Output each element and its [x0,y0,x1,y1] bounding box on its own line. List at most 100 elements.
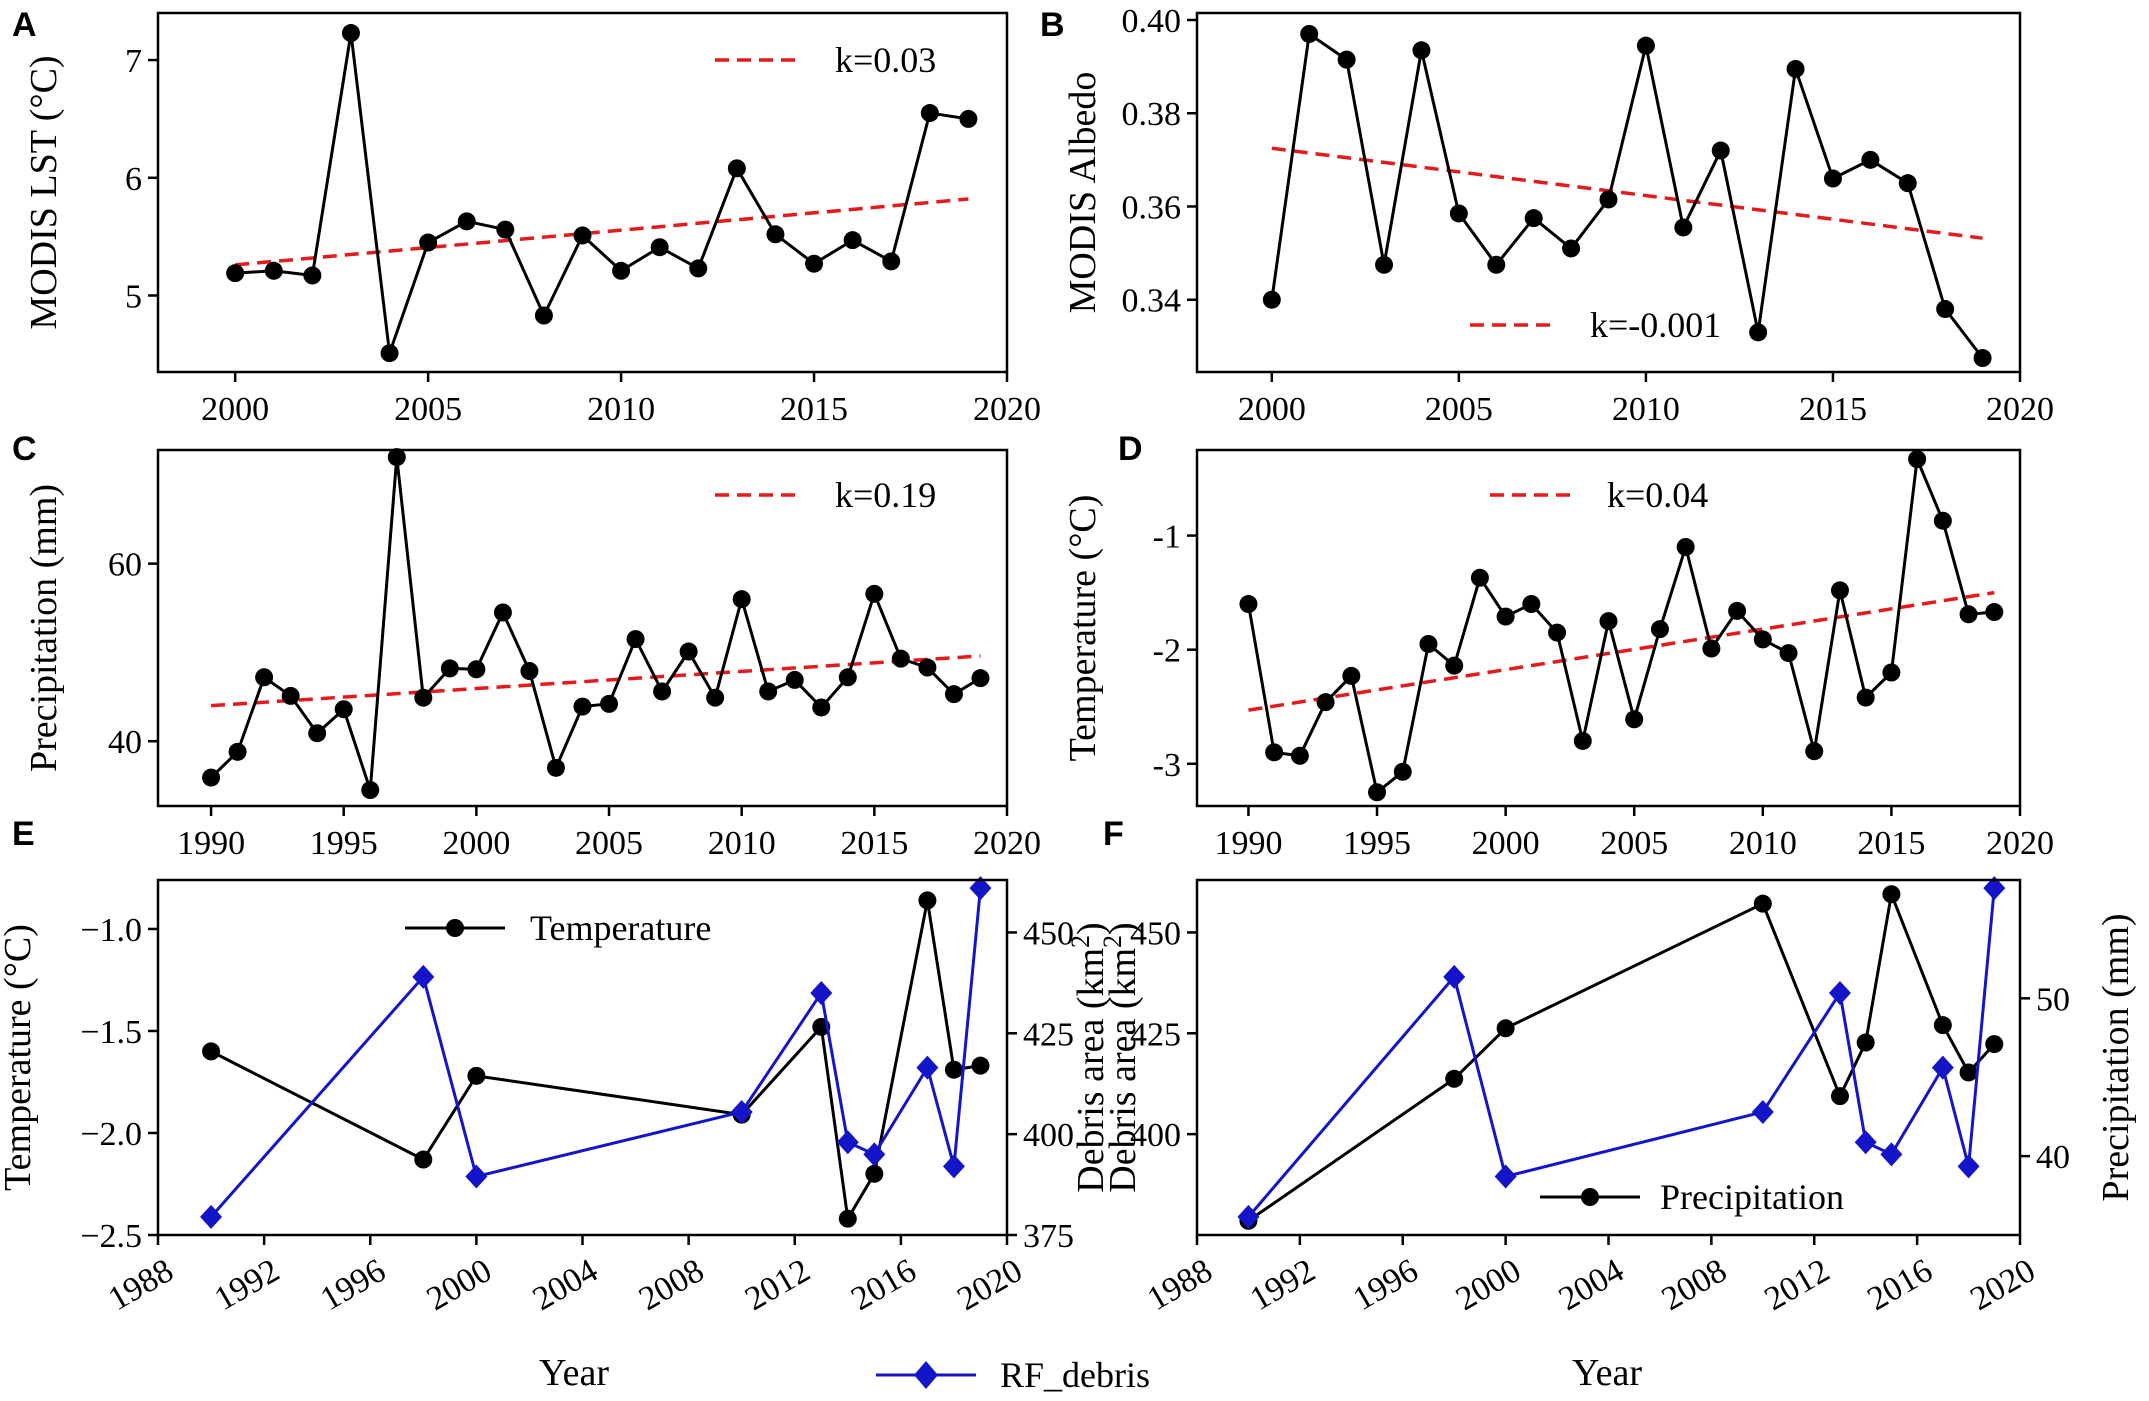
panel-e-ytick-label-3: −1.0 [80,912,142,949]
panel-e-temperature-point-2015 [865,1164,884,1183]
panel-f-precipitation-point-2013 [1830,1087,1849,1106]
km-close-paren: ) [1102,922,1144,935]
panel-d-point-2019 [1985,603,2004,622]
panel-e-rf-debris-point-2018 [942,1154,965,1179]
panel-a-point-2016 [843,231,862,250]
panel-e-legend-label: Temperature [530,908,711,948]
panel-a-point-2010 [612,261,631,280]
panel-f-rf-debris-point-2019 [1983,876,2006,901]
panel-d-point-2004 [1599,612,1618,631]
panel-d-point-1999 [1470,568,1489,587]
panel-d-point-2003 [1573,731,1592,750]
panel-f-ytick-right-label-1: 50 [2036,981,2070,1018]
km-superscript: 2 [1066,935,1095,948]
panel-b-point-2013 [1749,323,1768,342]
panel-e-rf-debris-line [209,887,982,1218]
series-layer [200,24,2006,1230]
panel-b-point-2009 [1599,190,1618,209]
panel-e-temperature-point-1990 [202,1042,221,1061]
panel-c-point-2014 [838,668,857,687]
km-superscript: 2 [1098,935,1127,948]
panel-f-ytick-right-label-0: 40 [2036,1139,2070,1176]
panel-e-xtick-label-1996: 1996 [314,1252,391,1318]
panel-f-rf-debris-point-2000 [1494,1164,1517,1189]
panel-c-point-2004 [573,697,592,716]
panel-d-point-1995 [1368,783,1387,802]
panel-c-ylabel: Precipitation (mm) [23,484,65,772]
km-close-paren: ) [1070,922,1112,935]
panel-d-ytick-label-2: -1 [1153,519,1181,556]
panel-b-letter: B [1040,6,1065,44]
panel-a-xtick-label-2015: 2015 [780,391,848,428]
panel-b-frame [1195,11,2022,374]
panel-e-rf-debris-point-1998 [412,964,435,989]
panel-d-point-1991 [1265,743,1284,762]
panel-a-ylabel: MODIS LST (°C) [23,55,65,329]
panel-b-point-2002 [1337,50,1356,69]
panel-f-xtick-label-2008: 2008 [1656,1252,1733,1318]
panel-f-ylabel: Debris area (km2) [1098,922,1144,1192]
text-layer: A 2000 2005 2010 2015 2020 5 6 7 MODIS LST (°C) k=… [0,3,2137,1318]
panel-d-point-2018 [1959,605,1978,624]
panel-f-rf-debris-point-1998 [1443,964,1466,989]
panel-d-point-1994 [1342,666,1361,685]
panel-c-point-1997 [387,448,406,467]
panel-a-point-2001 [264,261,283,280]
panel-c-xtick-label-2020: 2020 [973,825,1041,862]
panel-d-point-2012 [1805,742,1824,761]
panel-e-rf-debris-point-2017 [916,1055,939,1080]
panel-f-xtick-label-1988: 1988 [1141,1252,1218,1318]
panel-b-point-2010 [1636,36,1655,55]
x-axis-label-left: Year [539,1352,609,1394]
panel-b-xtick-label-2015: 2015 [1799,391,1867,428]
panel-f-precipitation-point-2015 [1882,885,1901,904]
panel-d-point-1992 [1290,746,1309,765]
panel-c-point-1994 [308,724,327,743]
panel-e-temperature-point-2000 [467,1066,486,1085]
panel-c-point-1992 [255,668,274,687]
panel-b-point-2001 [1300,24,1319,43]
panel-c-point-2001 [493,603,512,622]
panel-c-point-2018 [944,685,963,704]
panel-e-ylabel-right: Debris area (km2) [1066,922,1112,1192]
panel-b-point-2011 [1674,218,1693,237]
panel-c-point-2015 [865,584,884,603]
panel-c-point-2008 [679,642,698,661]
panel-f-ytick-label-0: 400 [1130,1117,1181,1154]
panel-a-xtick-label-2020: 2020 [973,391,1041,428]
panel-d-frame [1195,448,2022,808]
panel-c-point-2012 [785,670,804,689]
panel-b-point-2015 [1823,169,1842,188]
panel-c-point-2011 [759,682,778,701]
panel-e-rf-debris-point-2010 [730,1099,753,1124]
panel-c-point-2005 [600,694,619,713]
panel-c-point-2002 [520,662,539,681]
panel-c-point-2000 [467,660,486,679]
panel-d-point-2011 [1779,644,1798,663]
panel-e-rf-debris-point-1990 [200,1204,223,1229]
panel-a-point-2019 [959,109,978,128]
panel-b-ytick-label-3: 0.40 [1122,3,1182,40]
panel-f-letter: F [1103,815,1124,853]
panel-c-point-1990 [202,768,221,787]
rf-debris-legend: RF_debris [876,1355,1150,1395]
panel-d-point-1997 [1419,634,1438,653]
panel-d-point-1998 [1445,656,1464,675]
panel-a-point-2008 [534,306,553,325]
panel-b-ytick-label-0: 0.34 [1122,283,1182,320]
panel-f-ylabel-right: Precipitation (mm) [2095,913,2137,1201]
panel-d-trend-legend-label: k=0.04 [1607,475,1708,515]
panel-e-rf-debris-point-2014 [836,1130,859,1155]
panel-c-point-2017 [918,658,937,677]
panel-c-xtick-label-2005: 2005 [575,825,643,862]
panel-a-point-2000 [226,264,245,283]
panel-d-point-2017 [1933,511,1952,530]
panel-d-point-2010 [1753,630,1772,649]
panel-c-point-1995 [334,700,353,719]
panel-c-xtick-label-2000: 2000 [442,825,510,862]
panel-f-xtick-label-1996: 1996 [1347,1252,1424,1318]
panel-a-series-line [235,32,969,354]
x-axis-label-right: Year [1572,1352,1642,1394]
panel-f-xtick-label-2004: 2004 [1553,1252,1630,1318]
panel-f-xtick-label-2016: 2016 [1861,1252,1938,1318]
